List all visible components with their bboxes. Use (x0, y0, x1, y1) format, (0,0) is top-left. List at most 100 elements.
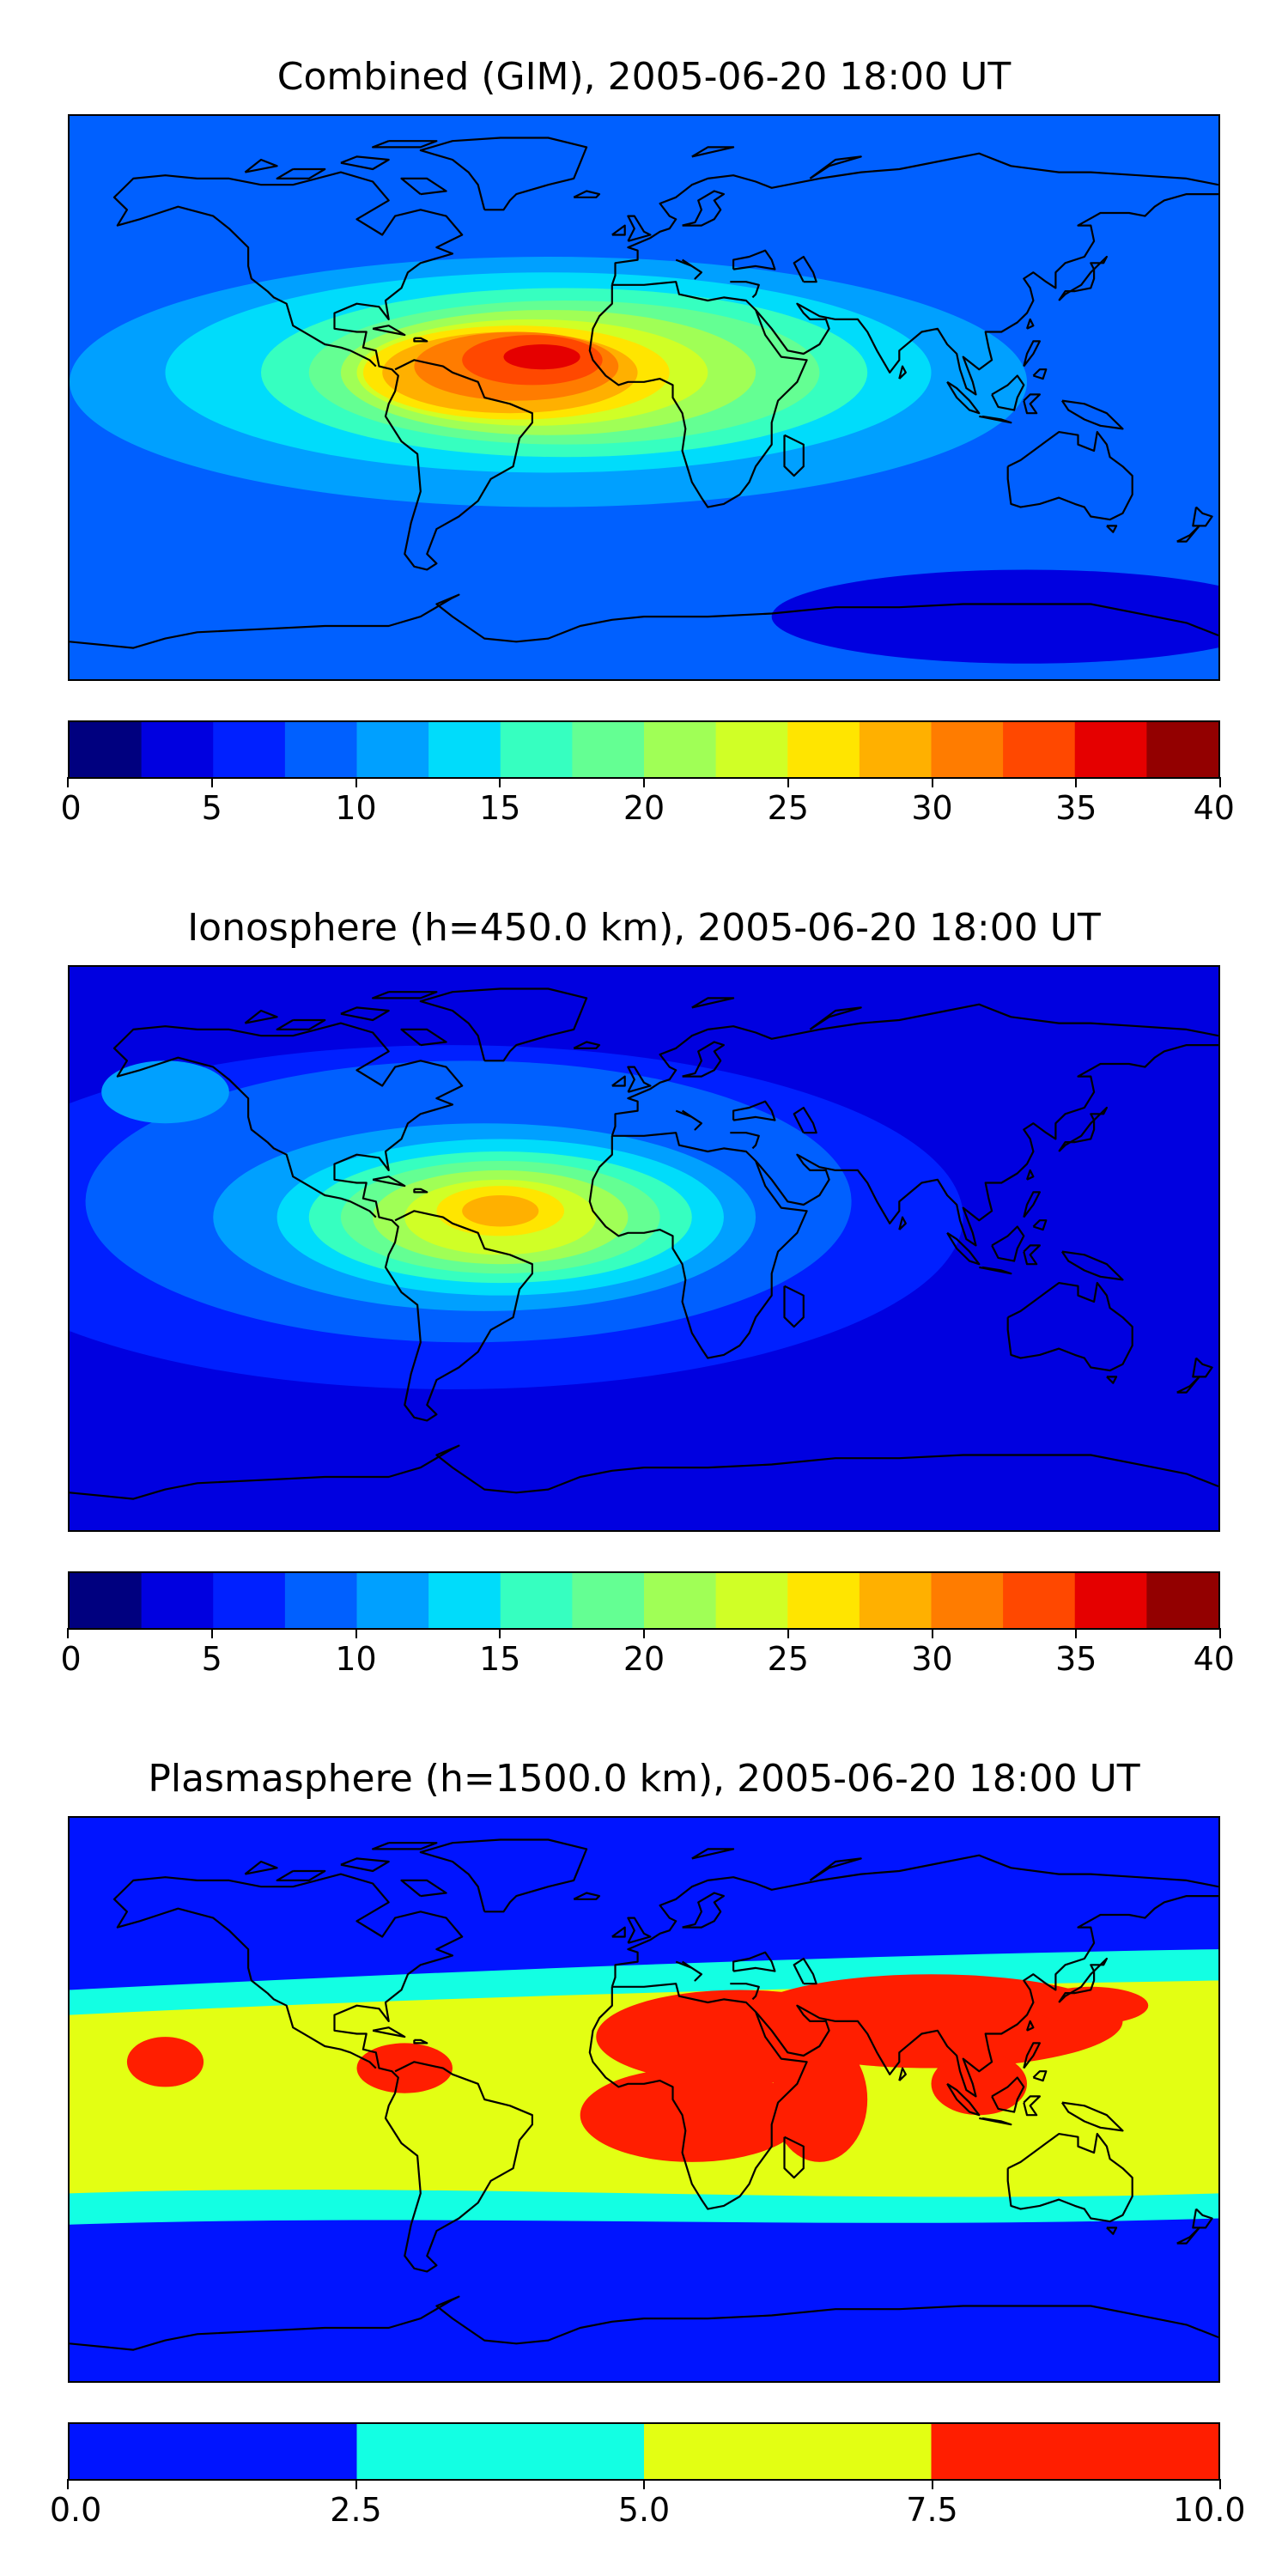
colorbar-segment (141, 1573, 214, 1628)
coastline (732, 249, 776, 270)
coastline (979, 1266, 1012, 1275)
coastline (783, 434, 805, 477)
colorbar-segment (787, 722, 860, 777)
coastline (70, 593, 1218, 649)
coastline (266, 1141, 377, 1218)
coastline (627, 215, 652, 242)
coastline (1025, 318, 1035, 330)
colorbar-tick (499, 1628, 501, 1638)
colorbar-segment (572, 722, 645, 777)
map-combined (68, 114, 1220, 681)
colorbar-combined (68, 720, 1220, 779)
contour-region (580, 2068, 804, 2162)
coastline (730, 1983, 760, 2001)
colorbar-segment (70, 722, 143, 777)
coastline (979, 2117, 1012, 2126)
colorbar-tick-label: 10.0 (1173, 2491, 1246, 2529)
coastline (573, 1892, 601, 1900)
colorbar-tick (787, 777, 789, 787)
coastline (682, 1041, 726, 1078)
contour-region (101, 1060, 229, 1124)
coastline (1023, 1191, 1042, 1218)
coastline (979, 415, 1012, 424)
colorbar-ionosphere (68, 1571, 1220, 1630)
colorbar-segment (428, 1573, 501, 1628)
coastline (809, 155, 862, 179)
coastline (1058, 1957, 1109, 2003)
coastline (691, 146, 735, 158)
coastline (793, 1106, 817, 1134)
coastline (372, 325, 406, 337)
coastline (588, 281, 808, 508)
coastline (611, 1854, 1218, 1988)
contour-region (1033, 1986, 1149, 2025)
coastline (1106, 2227, 1118, 2235)
coastline (1176, 2227, 1200, 2245)
colorbar-tick-label: 5.0 (617, 2491, 671, 2529)
colorbar-segment (644, 2424, 932, 2479)
colorbar-tick-label: 25 (767, 1640, 809, 1678)
coastline (991, 374, 1025, 411)
coastline (372, 1176, 406, 1188)
coastline (419, 987, 588, 1062)
coastline (1023, 2095, 1042, 2117)
colorbar-tick (210, 777, 213, 787)
map-ionosphere (68, 965, 1220, 1532)
colorbar-tick-label: 20 (623, 1640, 665, 1678)
colorbar-segment (356, 722, 429, 777)
coastline (783, 2136, 805, 2179)
coastline (793, 255, 817, 283)
coastline (1032, 2070, 1048, 2082)
coastline (112, 1044, 269, 1143)
coastline (691, 997, 735, 1009)
colorbar-segment (1074, 722, 1147, 777)
coastline (898, 1216, 907, 1230)
coastline (340, 1006, 390, 1022)
coastline (611, 1075, 626, 1087)
colorbar-tick (1075, 777, 1078, 787)
colorbar-segment (213, 1573, 286, 1628)
colorbar-tick (1219, 2479, 1221, 2489)
coastline (1192, 506, 1213, 527)
colorbar-tick (1219, 1628, 1221, 1638)
map-svg-plasmasphere (70, 1818, 1218, 2381)
coastline (588, 1132, 808, 1359)
colorbar-segment (284, 1573, 357, 1628)
coastline (1006, 431, 1133, 521)
coastline (117, 1022, 534, 1422)
coastline (1006, 2133, 1133, 2223)
coastline (419, 137, 588, 211)
contour-region (126, 2037, 204, 2087)
coastline (372, 991, 438, 999)
coastline (1006, 1282, 1133, 1372)
contour-region (931, 2052, 1027, 2116)
colorbar-segment (1146, 722, 1218, 777)
coastline (1192, 1357, 1213, 1378)
coastline (898, 365, 907, 380)
colorbar-tick-label: 15 (479, 1640, 521, 1678)
coastline (276, 167, 326, 180)
coastline (991, 2076, 1025, 2113)
coastline (783, 1285, 805, 1328)
coastline (946, 2082, 981, 2117)
colorbar-tick (643, 1628, 645, 1638)
colorbar-segment (284, 722, 357, 777)
coastline (1025, 1169, 1035, 1181)
colorbar-segment (715, 1573, 788, 1628)
coastline (682, 1892, 726, 1929)
coastline (1106, 525, 1118, 533)
coastline (691, 1848, 735, 1860)
coastline (732, 1951, 776, 1972)
colorbar-svg-ionosphere (70, 1573, 1218, 1628)
panel-title-ionosphere: Ionosphere (h=450.0 km), 2005-06-20 18:0… (187, 906, 1101, 950)
coastline (809, 1006, 862, 1030)
panel-title-combined: Combined (GIM), 2005-06-20 18:00 UT (276, 55, 1012, 99)
colorbar-segment (931, 2424, 1218, 2479)
colorbar-tick (1075, 1628, 1078, 1638)
coastline (573, 1041, 601, 1049)
colorbar-tick (931, 2479, 933, 2489)
colorbar-segment (644, 1573, 717, 1628)
colorbar-segment (70, 2424, 357, 2479)
colorbar-tick-label: 5 (201, 1640, 222, 1678)
coastline (1032, 1219, 1048, 1231)
